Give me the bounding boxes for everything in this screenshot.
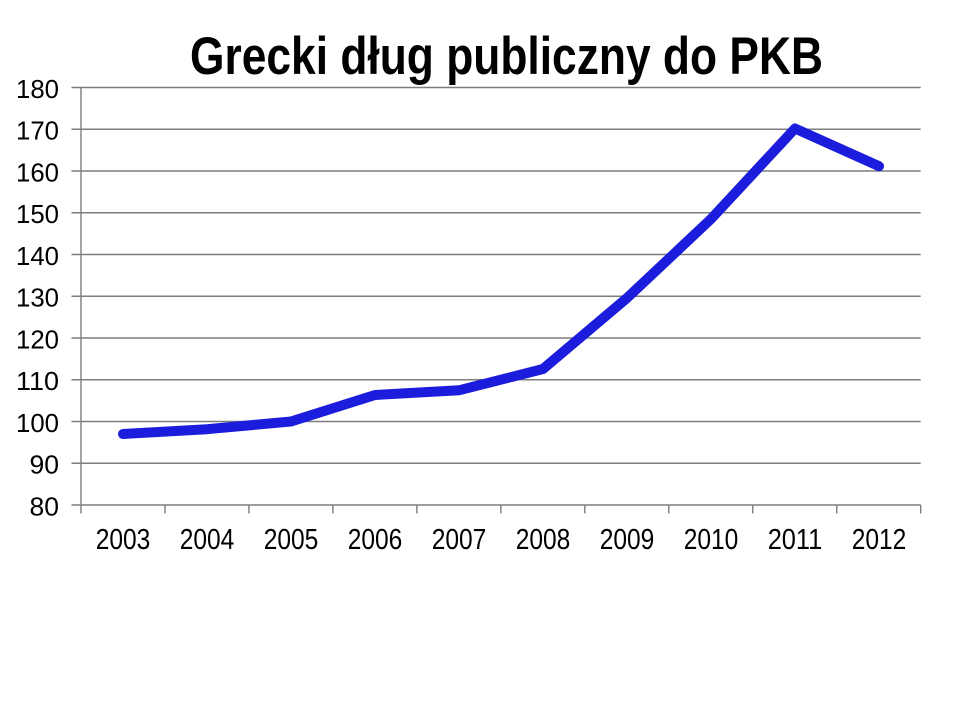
svg-text:2006: 2006	[348, 524, 403, 556]
svg-text:100: 100	[16, 408, 59, 438]
svg-text:170: 170	[16, 116, 59, 146]
svg-text:90: 90	[30, 450, 60, 480]
svg-text:2004: 2004	[180, 524, 235, 556]
svg-text:Grecki dług publiczny do PKB: Grecki dług publiczny do PKB	[190, 27, 823, 86]
svg-text:120: 120	[16, 324, 59, 354]
svg-text:80: 80	[30, 491, 60, 521]
svg-text:2008: 2008	[516, 524, 571, 556]
svg-text:2007: 2007	[432, 524, 487, 556]
svg-text:140: 140	[16, 241, 59, 271]
svg-text:2009: 2009	[600, 524, 655, 556]
svg-text:2005: 2005	[264, 524, 319, 556]
svg-text:2003: 2003	[96, 524, 151, 556]
svg-text:2010: 2010	[684, 524, 739, 556]
svg-text:180: 180	[16, 74, 59, 104]
svg-text:2011: 2011	[768, 524, 823, 556]
svg-text:110: 110	[16, 366, 59, 396]
svg-text:2012: 2012	[852, 524, 907, 556]
svg-text:130: 130	[16, 283, 59, 313]
svg-text:150: 150	[16, 199, 59, 229]
svg-text:160: 160	[16, 157, 59, 187]
